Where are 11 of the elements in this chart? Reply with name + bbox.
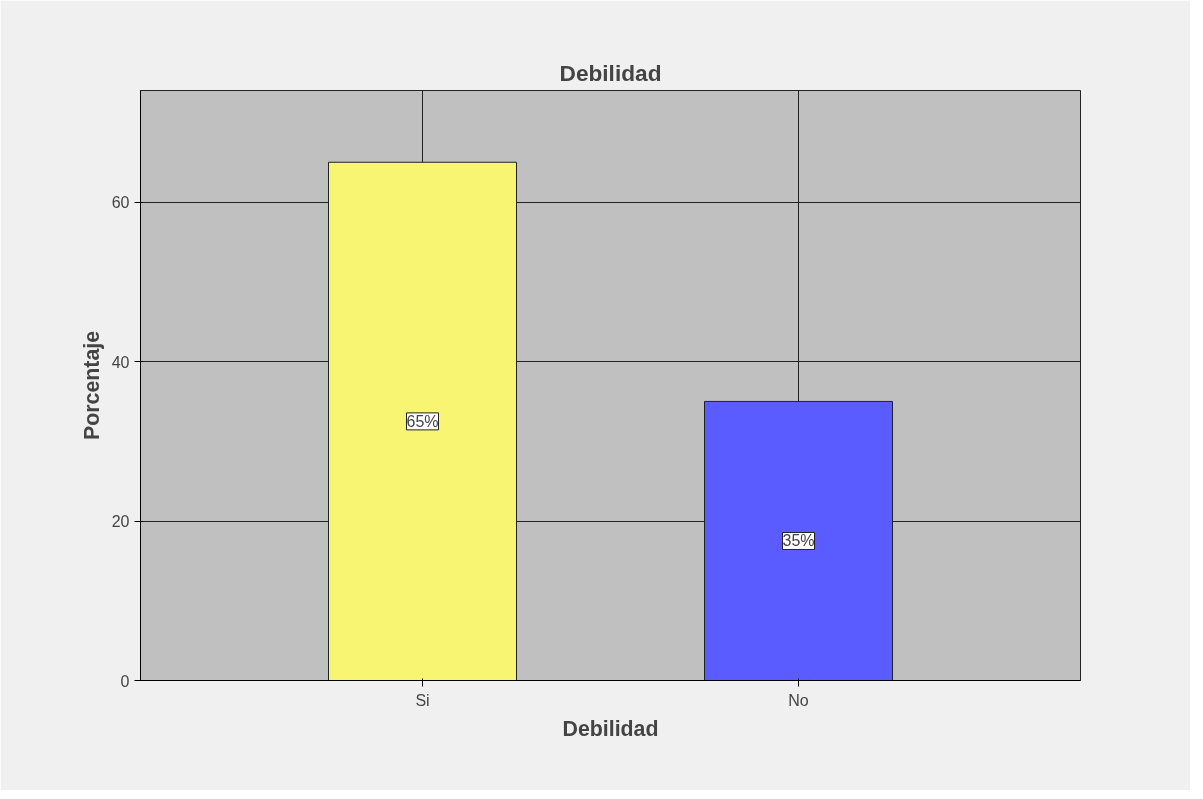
data-label: 65% <box>406 412 439 430</box>
y-tick-label: 0 <box>120 672 130 690</box>
x-tick-label: No <box>788 691 809 709</box>
y-tick-label: 40 <box>111 353 130 371</box>
y-axis-title: Porcentaje <box>79 330 104 441</box>
y-tick-label: 20 <box>111 513 130 531</box>
chart-title: Debilidad <box>559 59 662 86</box>
y-tick-label: 60 <box>111 194 130 212</box>
data-label: 35% <box>782 532 815 550</box>
x-tick-label: Si <box>415 691 430 709</box>
x-axis-title: Debilidad <box>562 716 659 741</box>
